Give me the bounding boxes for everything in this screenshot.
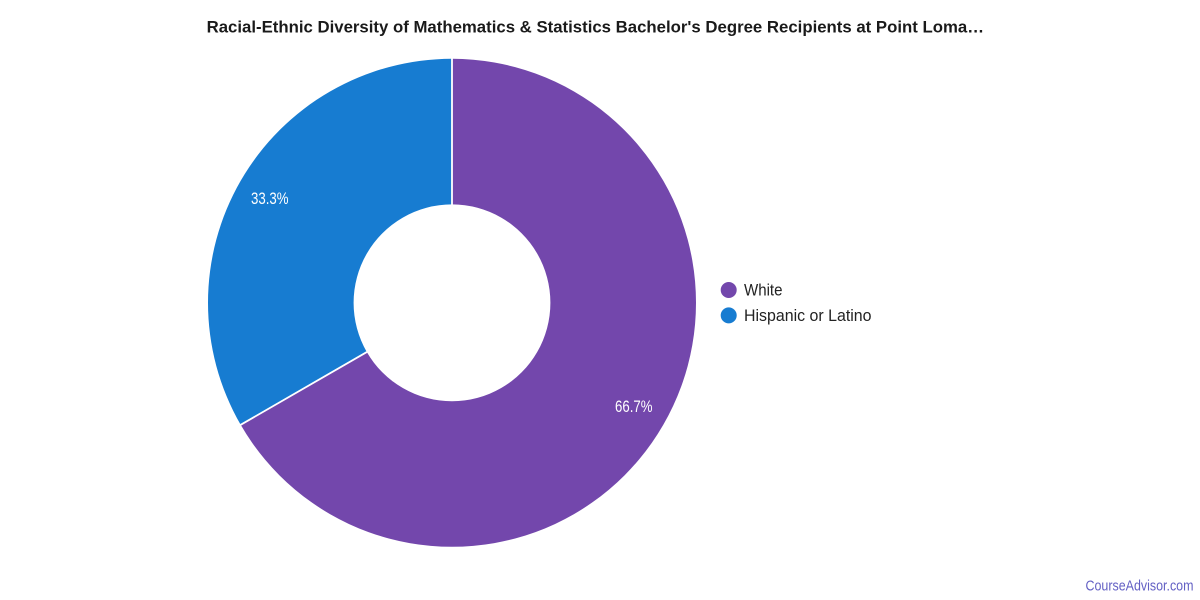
svg-text:33.3%: 33.3%	[251, 189, 289, 208]
svg-text:White: White	[744, 281, 783, 300]
svg-text:Racial-Ethnic Diversity of Mat: Racial-Ethnic Diversity of Mathematics &…	[207, 17, 984, 36]
svg-text:Hispanic or Latino: Hispanic or Latino	[744, 306, 872, 325]
svg-text:66.7%: 66.7%	[615, 397, 653, 416]
svg-text:CourseAdvisor.com: CourseAdvisor.com	[1086, 577, 1194, 594]
